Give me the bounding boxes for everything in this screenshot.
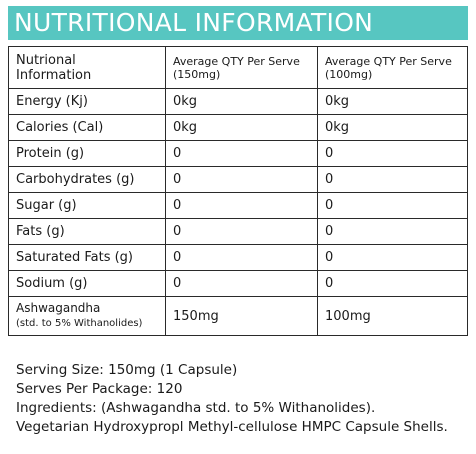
column-header-line: (100mg) [325, 67, 373, 81]
table-row: Protein (g) 0 0 [8, 140, 468, 167]
page-title: NUTRITIONAL INFORMATION [14, 8, 374, 37]
nutrient-label: Calories (Cal) [8, 114, 166, 141]
ingredient-name: Ashwagandha [16, 301, 101, 315]
nutrient-label: Energy (Kj) [8, 88, 166, 115]
column-header-line: Average QTY Per Serve [325, 54, 452, 68]
table-row: Fats (g) 0 0 [8, 218, 468, 245]
value-per-150mg: 0kg [165, 114, 318, 141]
column-header-per-100mg: Average QTY Per Serve (100mg) [317, 46, 468, 89]
table-row: Sugar (g) 0 0 [8, 192, 468, 219]
ingredients-continued: Vegetarian Hydroxypropl Methyl-cellulose… [16, 419, 448, 435]
value-per-100mg: 100mg [317, 296, 468, 336]
ingredients: Ingredients: (Ashwagandha std. to 5% Wit… [16, 400, 376, 416]
nutrient-label: Fats (g) [8, 218, 166, 245]
value-per-100mg: 0kg [317, 88, 468, 115]
column-header-line: Average QTY Per Serve [173, 54, 300, 68]
title-banner: NUTRITIONAL INFORMATION [8, 6, 468, 40]
table-row-ashwagandha: Ashwagandha (std. to 5% Withanolides) 15… [8, 296, 468, 336]
table-row: Saturated Fats (g) 0 0 [8, 244, 468, 271]
value-per-100mg: 0 [317, 218, 468, 245]
nutrient-label: Protein (g) [8, 140, 166, 167]
ingredient-label: Ashwagandha (std. to 5% Withanolides) [8, 296, 166, 336]
table-row: Calories (Cal) 0kg 0kg [8, 114, 468, 141]
value-per-150mg: 150mg [165, 296, 318, 336]
table-row: Carbohydrates (g) 0 0 [8, 166, 468, 193]
serving-size: Serving Size: 150mg (1 Capsule) [16, 362, 238, 378]
nutrition-table: Nutrional Information Average QTY Per Se… [8, 46, 468, 336]
table-row: Sodium (g) 0 0 [8, 270, 468, 297]
nutrient-label: Sugar (g) [8, 192, 166, 219]
value-per-100mg: 0kg [317, 114, 468, 141]
value-per-150mg: 0 [165, 270, 318, 297]
value-per-100mg: 0 [317, 192, 468, 219]
value-per-100mg: 0 [317, 270, 468, 297]
value-per-150mg: 0 [165, 192, 318, 219]
table-header-row: Nutrional Information Average QTY Per Se… [8, 46, 468, 89]
nutrient-label: Saturated Fats (g) [8, 244, 166, 271]
value-per-100mg: 0 [317, 140, 468, 167]
column-header-line: (150mg) [173, 67, 221, 81]
ingredient-standardisation: (std. to 5% Withanolides) [16, 318, 143, 329]
column-header-line: Nutrional [16, 52, 76, 68]
serves-per-package: Serves Per Package: 120 [16, 381, 183, 397]
column-header-per-150mg: Average QTY Per Serve (150mg) [165, 46, 318, 89]
value-per-150mg: 0 [165, 218, 318, 245]
nutrient-label: Carbohydrates (g) [8, 166, 166, 193]
product-details: Serving Size: 150mg (1 Capsule) Serves P… [16, 361, 471, 437]
value-per-150mg: 0 [165, 140, 318, 167]
value-per-100mg: 0 [317, 166, 468, 193]
value-per-100mg: 0 [317, 244, 468, 271]
value-per-150mg: 0 [165, 244, 318, 271]
table-row: Energy (Kj) 0kg 0kg [8, 88, 468, 115]
value-per-150mg: 0 [165, 166, 318, 193]
column-header-line: Information [16, 67, 92, 83]
value-per-150mg: 0kg [165, 88, 318, 115]
nutrient-label: Sodium (g) [8, 270, 166, 297]
column-header-nutrient: Nutrional Information [8, 46, 166, 89]
